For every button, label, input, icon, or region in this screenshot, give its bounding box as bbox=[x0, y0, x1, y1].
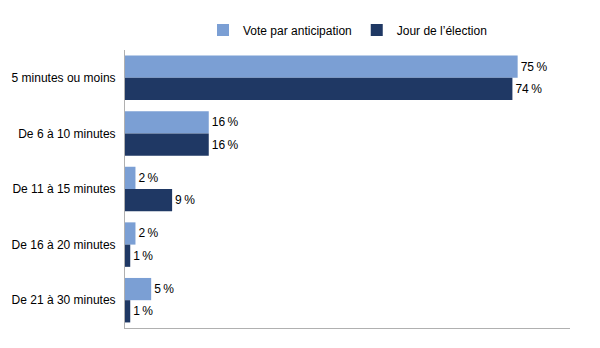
svg-text:1 %: 1 % bbox=[133, 249, 153, 263]
svg-text:Jour de l’élection: Jour de l’élection bbox=[397, 24, 487, 38]
svg-text:74 %: 74 % bbox=[515, 82, 542, 96]
svg-text:De 6 à 10 minutes: De 6 à 10 minutes bbox=[18, 127, 115, 141]
svg-text:De 11 à 15 minutes: De 11 à 15 minutes bbox=[12, 182, 115, 196]
svg-text:5 minutes ou moins: 5 minutes ou moins bbox=[12, 71, 116, 85]
svg-text:16 %: 16 % bbox=[212, 138, 239, 152]
svg-text:16 %: 16 % bbox=[212, 115, 239, 129]
svg-text:9 %: 9 % bbox=[175, 193, 195, 207]
svg-text:De 21 à 30 minutes: De 21 à 30 minutes bbox=[12, 293, 116, 307]
svg-text:Vote par anticipation: Vote par anticipation bbox=[243, 24, 352, 38]
svg-text:1 %: 1 % bbox=[133, 304, 153, 318]
svg-text:5 %: 5 % bbox=[154, 282, 174, 296]
svg-text:75 %: 75 % bbox=[521, 60, 548, 74]
svg-text:2 %: 2 % bbox=[138, 171, 158, 185]
svg-text:2 %: 2 % bbox=[138, 226, 158, 240]
svg-text:De 16 à 20 minutes: De 16 à 20 minutes bbox=[12, 238, 116, 252]
